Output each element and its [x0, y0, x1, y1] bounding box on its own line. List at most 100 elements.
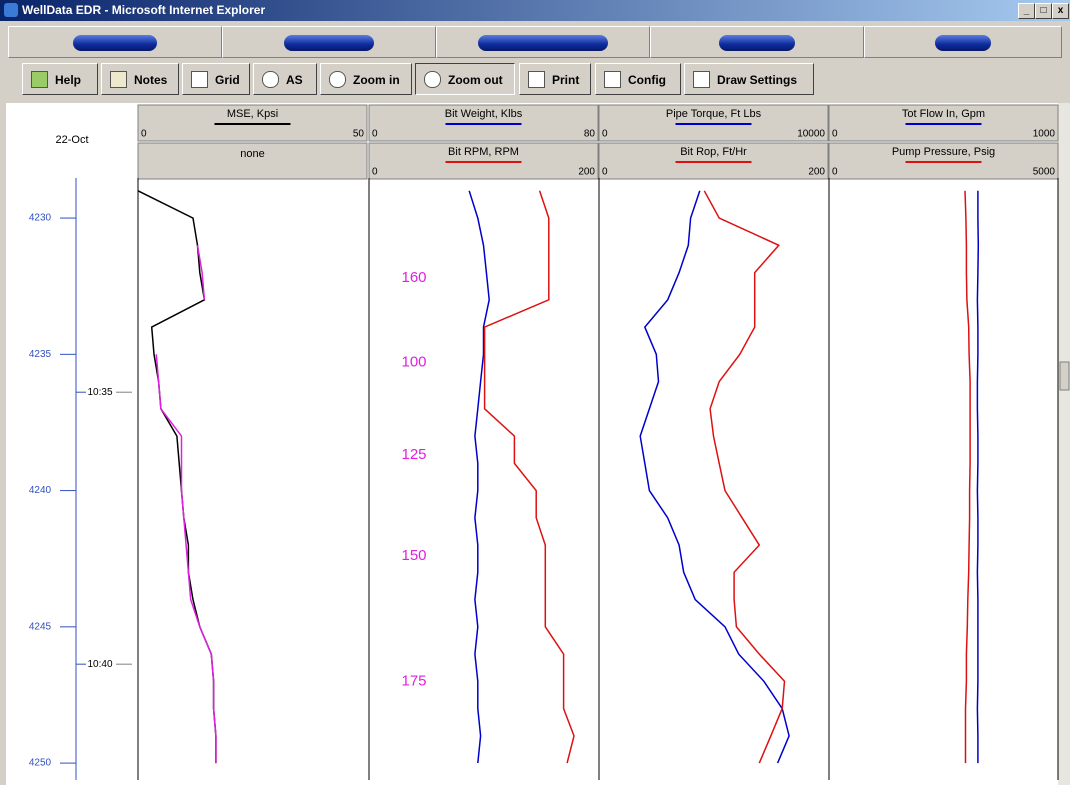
nav-cell[interactable]: [864, 26, 1062, 58]
scale-max: 5000: [1033, 167, 1056, 178]
toolbar: Help Notes Grid AS Zoom in Zoom out Prin…: [0, 61, 1070, 101]
scale-max: 80: [584, 129, 596, 140]
app-icon: [4, 3, 18, 17]
scale-min: 0: [602, 167, 608, 178]
curve-name: MSE, Kpsi: [227, 108, 278, 120]
scale-max: 10000: [797, 129, 825, 140]
log-curve: [703, 190, 786, 764]
scroll-thumb[interactable]: [1059, 361, 1070, 391]
print-button[interactable]: Print: [519, 63, 591, 95]
button-label: Notes: [134, 73, 168, 87]
button-label: Config: [628, 73, 666, 87]
nav-cell[interactable]: [436, 26, 650, 58]
draw-settings-button[interactable]: Draw Settings: [684, 63, 814, 95]
scale-min: 0: [141, 129, 147, 140]
annotation: 125: [401, 446, 426, 463]
nav-cell[interactable]: [222, 26, 436, 58]
annotation: 100: [401, 353, 426, 370]
icon: [693, 71, 710, 88]
config-button[interactable]: Config: [595, 63, 681, 95]
nav-bar: [0, 26, 1070, 58]
icon: [262, 71, 279, 88]
header-cell: [137, 104, 368, 142]
zoom-in-button[interactable]: Zoom in: [320, 63, 412, 95]
nav-pill: [478, 35, 608, 51]
icon: [191, 71, 208, 88]
log-curve: [137, 190, 217, 764]
depth-label: 4235: [29, 349, 52, 360]
notes-button[interactable]: Notes: [101, 63, 179, 95]
maximize-button[interactable]: □: [1035, 3, 1052, 19]
as-button[interactable]: AS: [253, 63, 317, 95]
depth-label: 4245: [29, 621, 52, 632]
scale-min: 0: [602, 129, 608, 140]
nav-pill: [73, 35, 157, 51]
icon: [604, 71, 621, 88]
header-cell: [598, 104, 829, 142]
scale-max: 50: [353, 129, 365, 140]
scale-max: 200: [578, 167, 595, 178]
nav-pill: [284, 35, 374, 51]
depth-label: 4230: [29, 213, 52, 224]
log-curve: [639, 190, 790, 764]
time-label: 10:40: [87, 659, 112, 670]
icon: [31, 71, 48, 88]
nav-pill: [719, 35, 795, 51]
scale-max: 1000: [1033, 129, 1056, 140]
icon: [424, 71, 441, 88]
log-curve: [964, 190, 971, 764]
date-label: 22-Oct: [55, 134, 88, 146]
header-cell: [368, 142, 599, 180]
button-label: Grid: [215, 73, 240, 87]
icon: [528, 71, 545, 88]
nav-cell[interactable]: [650, 26, 864, 58]
title-bar: WellData EDR - Microsoft Internet Explor…: [0, 0, 1070, 21]
icon: [329, 71, 346, 88]
scale-min: 0: [372, 129, 378, 140]
annotation: 150: [401, 547, 426, 564]
nav-cell[interactable]: [8, 26, 222, 58]
header-cell: [598, 142, 829, 180]
grid-button[interactable]: Grid: [182, 63, 250, 95]
overlay-curve: [155, 245, 217, 764]
button-label: Help: [55, 73, 82, 87]
curve-name: Bit Weight, Klbs: [445, 108, 523, 120]
icon: [110, 71, 127, 88]
depth-label: 4250: [29, 758, 52, 769]
zoom-out-button[interactable]: Zoom out: [415, 63, 515, 95]
header-cell: [137, 142, 368, 180]
plot-background: [6, 103, 1058, 785]
annotation: 175: [401, 672, 426, 689]
window-title: WellData EDR - Microsoft Internet Explor…: [22, 3, 266, 17]
slot-label: none: [240, 148, 264, 160]
log-curve: [483, 190, 575, 764]
nav-pill: [935, 35, 991, 51]
scale-min: 0: [832, 129, 838, 140]
curve-name: Bit Rop, Ft/Hr: [680, 146, 747, 158]
curve-name: Tot Flow In, Gpm: [902, 108, 985, 120]
button-label: AS: [286, 73, 303, 87]
curve-name: Bit RPM, RPM: [448, 146, 519, 158]
help-button[interactable]: Help: [22, 63, 98, 95]
curve-name: Pump Pressure, Psig: [892, 146, 995, 158]
button-label: Print: [552, 73, 580, 87]
time-label: 10:35: [87, 387, 112, 398]
scale-min: 0: [832, 167, 838, 178]
scrollbar[interactable]: [1058, 103, 1070, 785]
depth-label: 4240: [29, 485, 52, 496]
button-label: Zoom out: [448, 73, 503, 87]
log-curve: [976, 190, 980, 764]
scale-max: 200: [808, 167, 825, 178]
button-label: Draw Settings: [717, 73, 798, 87]
log-curve: [468, 190, 490, 764]
header-cell: [828, 142, 1059, 180]
close-button[interactable]: x: [1052, 3, 1069, 19]
header-cell: [368, 104, 599, 142]
annotation: 160: [401, 269, 426, 286]
header-cell: [828, 104, 1059, 142]
button-label: Zoom in: [353, 73, 400, 87]
curve-name: Pipe Torque, Ft Lbs: [666, 108, 762, 120]
minimize-button[interactable]: _: [1018, 3, 1035, 19]
